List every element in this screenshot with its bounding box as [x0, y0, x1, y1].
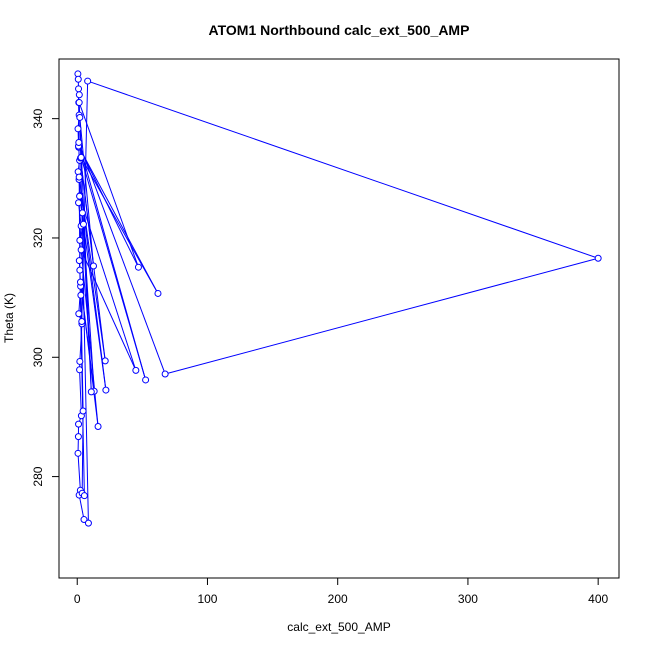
data-point [76, 278, 84, 286]
data-point [84, 77, 92, 85]
series-line-segment [80, 249, 99, 427]
data-point [80, 492, 88, 500]
data-point [76, 236, 84, 244]
data-point [78, 317, 86, 325]
data-point [74, 433, 82, 441]
data-point [94, 422, 102, 430]
data-point [76, 266, 84, 274]
y-tick-label: 320 [31, 228, 45, 248]
data-point [76, 192, 84, 200]
y-axis: 280 300 320 340 [31, 108, 59, 487]
data-point [87, 388, 95, 396]
data-point [76, 357, 84, 365]
data-point [84, 519, 92, 527]
x-tick-label: 400 [588, 592, 608, 606]
data-point [77, 291, 85, 299]
data-point [134, 263, 142, 271]
series-line-segment [78, 494, 85, 520]
data-point [75, 99, 83, 107]
data-series [74, 70, 602, 527]
data-point [76, 366, 84, 374]
data-point [75, 85, 83, 93]
x-tick-label: 200 [328, 592, 348, 606]
data-point [80, 516, 88, 524]
data-point [75, 173, 83, 181]
data-point [142, 376, 150, 384]
series-line-segment [80, 249, 137, 371]
data-point [79, 407, 87, 415]
data-point [161, 370, 169, 378]
x-axis-label: calc_ext_500_AMP [287, 620, 390, 634]
data-point [75, 420, 83, 428]
data-point [74, 449, 82, 457]
series-line-segment [87, 80, 599, 259]
data-point [75, 139, 83, 147]
data-point [102, 386, 110, 394]
plot-frame [58, 58, 620, 579]
series-line-segment [79, 196, 137, 371]
chart-title: ATOM1 Northbound calc_ext_500_AMP [209, 22, 470, 38]
data-point [77, 153, 85, 161]
data-point [79, 220, 87, 228]
series-line-segment [79, 270, 85, 496]
series-line-segment [165, 257, 599, 375]
data-point [76, 113, 84, 121]
data-point [594, 254, 602, 262]
data-point [77, 246, 85, 254]
x-tick-label: 0 [74, 592, 81, 606]
data-point [154, 289, 162, 297]
series-line-segment [79, 369, 82, 416]
y-tick-label: 340 [31, 108, 45, 128]
data-point [101, 357, 109, 365]
series-line-segment [80, 157, 159, 294]
x-tick-label: 100 [197, 592, 217, 606]
series-line-segment [78, 142, 166, 375]
data-point [75, 257, 83, 265]
series-line-segment [77, 453, 81, 491]
data-point [75, 310, 83, 318]
data-point [75, 91, 83, 99]
data-point [74, 125, 82, 133]
y-axis-label: Theta (K) [2, 293, 16, 343]
y-tick-label: 300 [31, 347, 45, 367]
x-axis: 0 100 200 300 400 [74, 578, 608, 606]
data-point [132, 366, 140, 374]
series-line-segment [78, 142, 147, 381]
x-tick-label: 300 [458, 592, 478, 606]
data-point [78, 209, 86, 217]
data-point [74, 75, 82, 83]
series-line-segment [78, 145, 159, 294]
data-point [90, 262, 98, 270]
data-point [75, 199, 83, 207]
y-tick-label: 280 [31, 466, 45, 486]
